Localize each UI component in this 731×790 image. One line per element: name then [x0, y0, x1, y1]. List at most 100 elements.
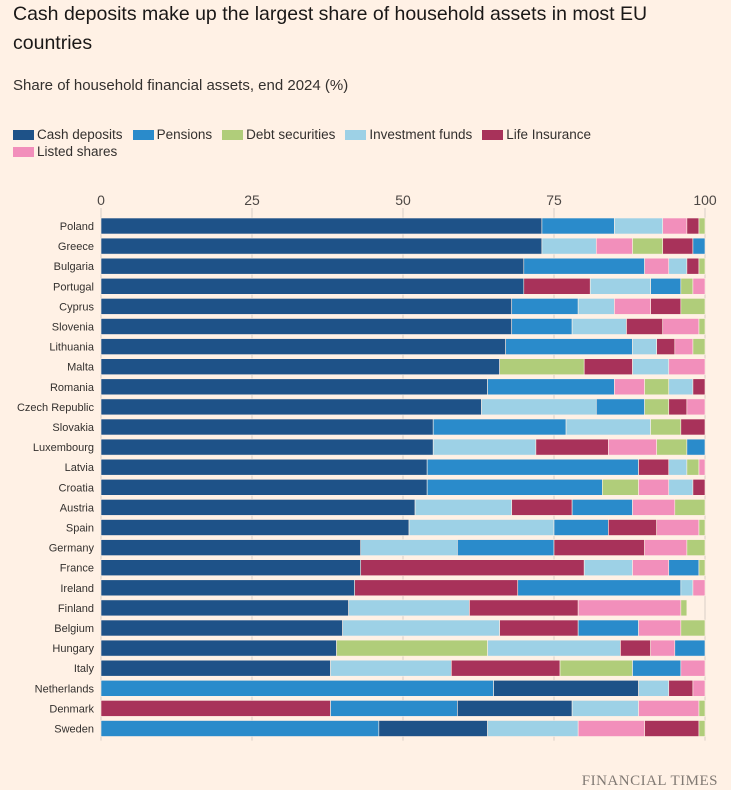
bar-segment-pensions [432, 418, 567, 436]
bar-segment-cash [457, 700, 573, 717]
bar-segment-pensions [426, 478, 603, 496]
bar-segment-pensions [668, 559, 700, 577]
bar-segment-cash [100, 619, 343, 637]
bar-segment-funds [680, 579, 694, 597]
bar-segment-debt [336, 639, 488, 657]
bar-segment-funds [668, 378, 694, 396]
bar-segment-shares [692, 278, 706, 295]
bar-segment-shares [656, 519, 700, 536]
source-credit: FINANCIAL TIMES [581, 773, 718, 789]
bar-segment-debt [698, 318, 706, 335]
bar-segment-debt [644, 378, 670, 396]
bar-segment-shares [577, 720, 645, 737]
bar-segment-shares [614, 298, 651, 315]
bar-segment-funds [614, 217, 664, 235]
bar-segment-pensions [632, 659, 682, 677]
chart-title: Cash deposits make up the largest share … [13, 3, 648, 54]
bar-segment-life [638, 458, 670, 476]
category-label: Hungary [52, 643, 94, 655]
bar-segment-pensions [595, 398, 645, 416]
bar-segment-shares [614, 378, 645, 396]
bar-segment-life [100, 700, 331, 717]
bar-segment-pensions [692, 237, 706, 255]
bar-segment-funds [342, 619, 500, 637]
bar-segment-funds [577, 298, 615, 315]
bar-segment-pensions [511, 298, 579, 315]
bar-segment-funds [668, 458, 688, 476]
bar-segment-cash [100, 318, 513, 335]
bar-segment-life [656, 338, 676, 355]
bar-segment-cash [100, 499, 416, 516]
category-label: Sweden [54, 724, 94, 736]
category-label: Czech Republic [17, 402, 95, 414]
category-label: Lithuania [49, 342, 95, 354]
bar-segment-pensions [553, 519, 609, 536]
bar-segment-debt [680, 298, 706, 315]
bar-segment-cash [100, 398, 482, 416]
bar-segment-life [668, 679, 694, 697]
bar-segment-debt [698, 217, 706, 235]
bar-segment-funds [432, 438, 537, 456]
bar-segment-shares [692, 579, 706, 597]
category-label: Malta [67, 362, 95, 374]
bar-segment-cash [100, 458, 428, 476]
chart-subtitle: Share of household financial assets, end… [13, 77, 349, 94]
bar-segment-cash [100, 418, 434, 436]
bar-segment-life [620, 639, 651, 657]
category-label: Austria [60, 502, 95, 514]
bar-segment-cash [100, 599, 349, 617]
category-label: Poland [60, 221, 94, 233]
bar-segment-life [360, 559, 585, 577]
category-label: Portugal [53, 281, 94, 293]
bar-segment-debt [680, 278, 694, 295]
bar-segment-cash [100, 438, 434, 456]
bar-segment-life [668, 398, 688, 416]
bar-segment-cash [100, 358, 500, 375]
bar-segment-shares [632, 559, 670, 577]
legend-swatch-funds [345, 129, 367, 140]
x-tick-label: 25 [244, 192, 260, 208]
bar-segment-life [626, 318, 664, 335]
bar-segment-life [583, 358, 633, 375]
bar-segment-shares [608, 438, 657, 456]
bar-segment-funds [330, 659, 452, 677]
bar-segment-funds [583, 559, 633, 577]
bar-segment-funds [565, 418, 651, 436]
category-label: Denmark [49, 703, 94, 715]
bar-segment-funds [571, 700, 639, 717]
bar-segment-funds [668, 478, 694, 496]
bar-segment-funds [541, 237, 597, 255]
bar-segment-cash [100, 659, 331, 677]
category-label: Spain [66, 523, 94, 535]
bar-segment-cash [100, 298, 513, 315]
bar-segment-funds [589, 278, 651, 295]
bar-segment-pensions [457, 539, 555, 556]
bar-segment-cash [100, 639, 337, 657]
legend-swatch-shares [13, 146, 34, 157]
legend-item-debt: Debt securities [222, 126, 335, 143]
bar-segment-pensions [577, 619, 639, 637]
category-label: Slovakia [52, 422, 94, 434]
legend-item-funds: Investment funds [345, 126, 472, 143]
legend-label-funds: Investment funds [369, 127, 473, 142]
bar-segment-debt [698, 519, 706, 536]
category-label: Romania [50, 382, 95, 394]
category-label: France [60, 563, 94, 575]
legend-item-pensions: Pensions [132, 126, 213, 143]
x-tick-label: 100 [693, 192, 717, 208]
legend-label-pensions: Pensions [156, 127, 213, 142]
bar-segment-pensions [505, 338, 633, 355]
x-tick-label: 0 [97, 192, 105, 208]
category-label: Netherlands [35, 683, 95, 695]
bar-segment-shares [668, 358, 706, 375]
bar-segment-debt [698, 257, 706, 275]
bar-segment-cash [100, 579, 355, 597]
bar-segment-debt [650, 418, 682, 436]
bar-segment-shares [638, 619, 682, 637]
bar-segment-shares [638, 700, 700, 717]
bar-segment-funds [481, 398, 597, 416]
bar-segment-shares [644, 257, 670, 275]
bar-segment-pensions [571, 499, 633, 516]
category-label: Ireland [60, 583, 94, 595]
category-label: Greece [58, 241, 94, 253]
